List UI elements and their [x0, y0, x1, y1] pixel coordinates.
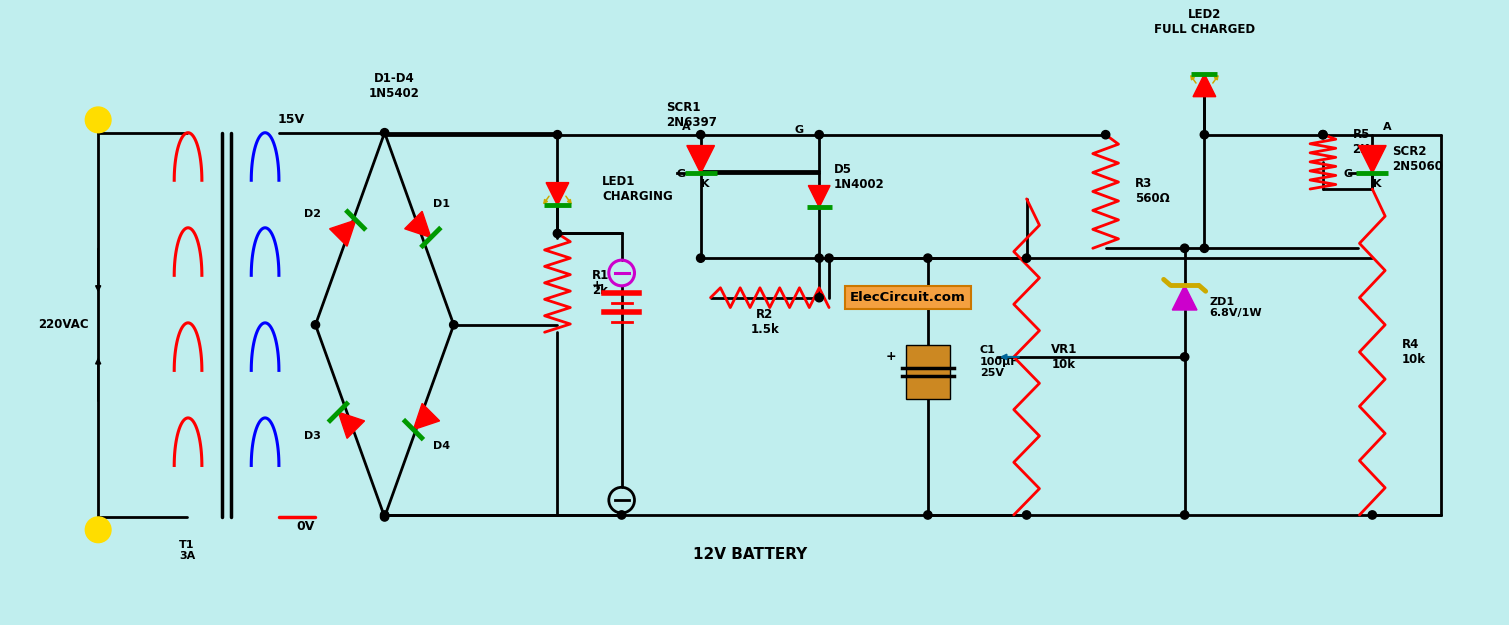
Text: G: G — [795, 125, 804, 135]
Circle shape — [380, 511, 389, 519]
Text: 15V: 15V — [278, 113, 305, 126]
Text: G: G — [676, 169, 685, 179]
Polygon shape — [413, 403, 439, 429]
Text: T1
3A: T1 3A — [180, 539, 195, 561]
Circle shape — [1180, 511, 1189, 519]
Text: C1
100μF
25V: C1 100μF 25V — [979, 345, 1019, 379]
Polygon shape — [338, 412, 365, 438]
Circle shape — [1102, 131, 1109, 139]
Text: D2: D2 — [303, 209, 321, 219]
Text: D1-D4
1N5402: D1-D4 1N5402 — [370, 72, 420, 100]
Polygon shape — [687, 146, 714, 173]
Text: K: K — [1373, 179, 1382, 189]
Text: D4: D4 — [433, 441, 451, 451]
Polygon shape — [546, 182, 569, 206]
Polygon shape — [1172, 286, 1197, 310]
Circle shape — [1023, 511, 1031, 519]
Text: ElecCircuit.com: ElecCircuit.com — [850, 291, 966, 304]
Circle shape — [924, 511, 933, 519]
Text: 220VAC: 220VAC — [38, 318, 89, 331]
Text: R2
1.5k: R2 1.5k — [750, 308, 779, 336]
Text: +: + — [886, 351, 896, 363]
Text: VR1
10k: VR1 10k — [1052, 343, 1077, 371]
Text: D1: D1 — [433, 199, 450, 209]
Circle shape — [815, 131, 824, 139]
Circle shape — [1319, 131, 1326, 139]
Text: 0V: 0V — [296, 520, 315, 533]
Circle shape — [380, 512, 389, 521]
Text: R5
2K: R5 2K — [1352, 128, 1370, 156]
Circle shape — [697, 131, 705, 139]
Circle shape — [1200, 244, 1209, 252]
Text: 12V BATTERY: 12V BATTERY — [693, 547, 807, 562]
Circle shape — [554, 229, 561, 238]
Circle shape — [1369, 511, 1376, 519]
Text: ZD1
6.8V/1W: ZD1 6.8V/1W — [1209, 297, 1262, 318]
Circle shape — [86, 517, 112, 542]
Text: R4
10k: R4 10k — [1402, 338, 1426, 366]
Circle shape — [815, 254, 824, 262]
Text: G: G — [1343, 169, 1352, 179]
Text: R3
560Ω: R3 560Ω — [1135, 177, 1169, 206]
Text: LED2
FULL CHARGED: LED2 FULL CHARGED — [1154, 8, 1255, 36]
Polygon shape — [1194, 74, 1216, 97]
Circle shape — [617, 511, 626, 519]
Text: A: A — [682, 122, 690, 132]
Circle shape — [1200, 131, 1209, 139]
Circle shape — [311, 321, 320, 329]
Polygon shape — [1358, 146, 1387, 173]
Polygon shape — [809, 186, 830, 208]
Circle shape — [1023, 254, 1031, 262]
Text: K: K — [702, 179, 709, 189]
Circle shape — [1180, 244, 1189, 252]
Text: LED1
CHARGING: LED1 CHARGING — [602, 175, 673, 203]
Circle shape — [1180, 352, 1189, 361]
Text: A: A — [1382, 122, 1391, 132]
Circle shape — [697, 254, 705, 262]
Circle shape — [1319, 131, 1326, 139]
Circle shape — [825, 254, 833, 262]
Circle shape — [924, 254, 933, 262]
Polygon shape — [404, 211, 432, 238]
Polygon shape — [329, 220, 356, 246]
Circle shape — [815, 294, 824, 302]
Circle shape — [554, 131, 561, 139]
Text: SCR2
2N5060: SCR2 2N5060 — [1393, 146, 1443, 173]
Text: D3: D3 — [303, 431, 321, 441]
Circle shape — [450, 321, 457, 329]
Circle shape — [380, 129, 389, 137]
Text: +: + — [592, 279, 602, 292]
Text: D5
1N4002: D5 1N4002 — [834, 162, 884, 191]
FancyBboxPatch shape — [905, 344, 951, 399]
Text: SCR1
2N6397: SCR1 2N6397 — [665, 101, 717, 129]
Circle shape — [86, 107, 112, 132]
Text: R1
2k: R1 2k — [592, 269, 610, 297]
